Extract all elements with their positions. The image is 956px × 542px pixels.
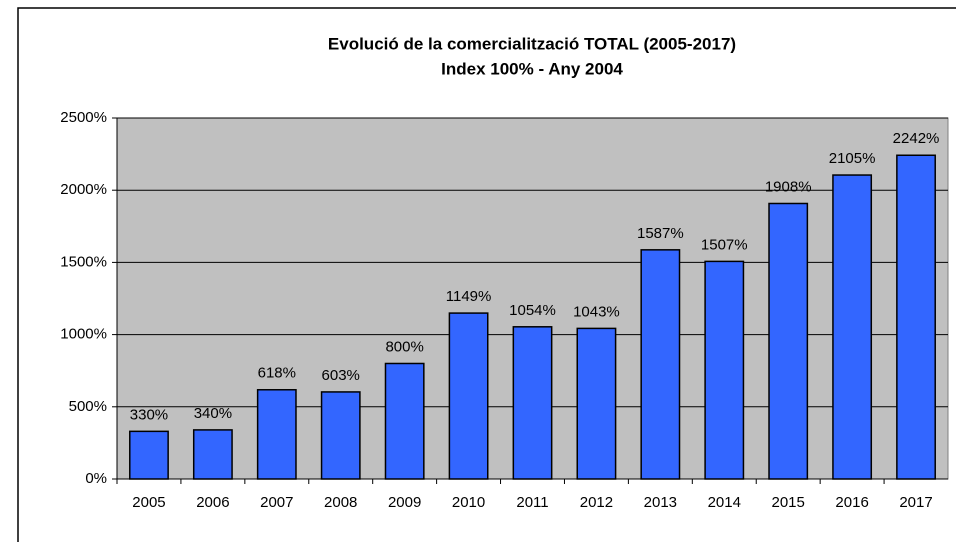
bar (448, 312, 489, 480)
x-tick-label: 2017 (899, 494, 932, 511)
x-tick-label: 2007 (260, 494, 293, 511)
value-label: 1054% (509, 302, 556, 319)
x-tick-label: 2012 (580, 494, 613, 511)
bar (256, 389, 297, 480)
value-label: 1587% (637, 225, 684, 242)
y-tick-label: 2000% (60, 181, 107, 198)
bar (320, 391, 361, 480)
value-label: 1507% (701, 236, 748, 253)
bar (576, 327, 617, 480)
bar (384, 362, 425, 480)
x-tick-label: 2010 (452, 494, 485, 511)
x-tick-label: 2011 (516, 494, 548, 511)
bar (832, 174, 873, 480)
bar (768, 202, 809, 480)
x-tick-label: 2006 (196, 494, 229, 511)
chart-subtitle: Index 100% - Any 2004 (441, 59, 623, 78)
bar (512, 326, 553, 480)
chart-title: Evolució de la comercialització TOTAL (2… (328, 34, 736, 53)
x-tick-label: 2009 (388, 494, 421, 511)
x-tick-label: 2005 (132, 494, 165, 511)
x-tick-label: 2014 (708, 494, 741, 511)
x-tick-label: 2013 (644, 494, 677, 511)
value-label: 330% (130, 406, 168, 423)
y-tick-label: 1500% (60, 253, 107, 270)
value-label: 618% (258, 365, 296, 382)
bar (704, 260, 745, 480)
value-label: 800% (385, 338, 423, 355)
bar (129, 430, 169, 480)
y-tick-label: 1000% (60, 326, 107, 343)
value-label: 340% (194, 405, 232, 422)
value-label: 1149% (446, 288, 492, 305)
x-tick-label: 2008 (324, 494, 357, 511)
value-label: 1908% (765, 178, 812, 195)
y-tick-label: 2500% (60, 109, 107, 126)
x-tick-label: 2015 (772, 494, 805, 511)
bar (192, 429, 233, 480)
y-tick-label: 0% (85, 470, 107, 487)
x-tick-label: 2016 (835, 494, 868, 511)
value-label: 2105% (829, 150, 876, 167)
value-label: 1043% (573, 303, 620, 320)
y-tick-label: 500% (69, 398, 107, 415)
bar (640, 249, 681, 480)
bar (896, 154, 936, 480)
value-label: 2242% (893, 130, 940, 147)
value-label: 603% (322, 367, 360, 384)
